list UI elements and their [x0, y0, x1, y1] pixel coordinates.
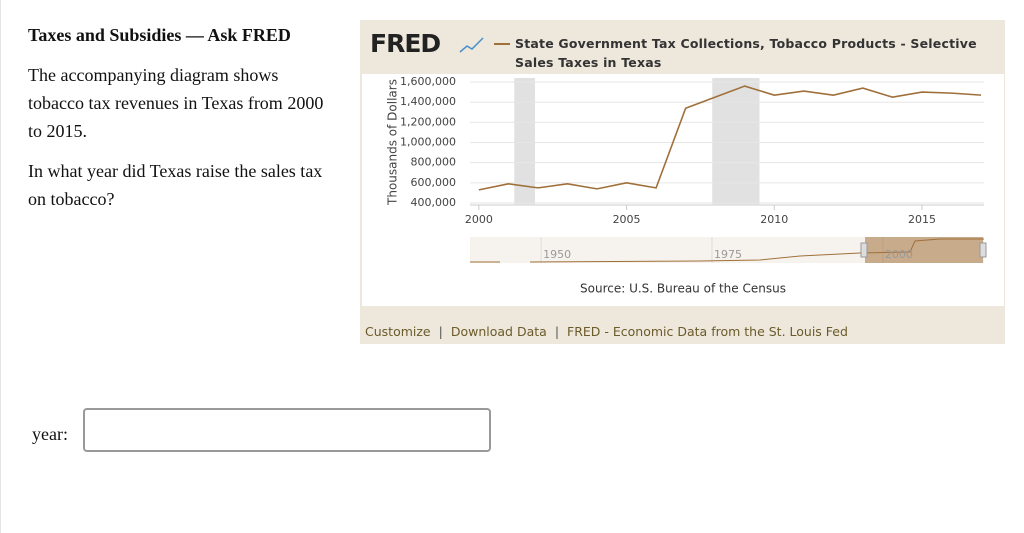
y-axis-label: Thousands of Dollars [386, 79, 400, 206]
x-tick-label: 2000 [465, 213, 493, 226]
chart-link[interactable]: Download Data [450, 324, 547, 339]
recession-band [514, 78, 535, 205]
x-tick-label: 2015 [908, 213, 936, 226]
y-tick-label: 800,000 [411, 156, 457, 169]
answer-label: year: [32, 424, 68, 444]
x-tick-label: 2010 [760, 213, 788, 226]
navigator-handle[interactable] [860, 242, 868, 258]
chart-link[interactable]: FRED - Economic Data from the St. Louis … [567, 324, 848, 339]
y-tick-label: 1,000,000 [400, 136, 456, 149]
link-separator: | [438, 324, 443, 339]
legend-entry: State Government Tax Collections, Tobacc… [515, 36, 977, 70]
question-title: Taxes and Subsidies — Ask FRED [28, 25, 291, 45]
chart-link[interactable]: Customize [365, 324, 431, 339]
navigator-handle[interactable] [979, 242, 987, 258]
recession-band [712, 78, 760, 205]
source: Source: U.S. Bureau of the Census [580, 282, 786, 296]
plot-panel [362, 74, 1004, 306]
logo: FRED [370, 29, 440, 58]
y-tick-label: 600,000 [411, 176, 457, 189]
y-tick-label: 1,400,000 [400, 95, 456, 108]
link-separator: | [554, 324, 560, 339]
question-text: The accompanying diagram shows tobacco t… [28, 65, 324, 141]
y-tick-label: 1,200,000 [400, 115, 456, 128]
links: Customize | Download Data | FRED - Economic … [361, 324, 852, 339]
x-tick-label: 2005 [613, 213, 641, 226]
navigator-tick-label: 1975 [714, 248, 742, 261]
logo-icon [459, 37, 484, 53]
question-prompt: In what year did Texas raise the sales t… [28, 161, 323, 209]
navigator-tick-label: 2000 [885, 248, 913, 261]
answer-input[interactable] [83, 408, 491, 452]
y-tick-label: 1,600,000 [400, 75, 456, 88]
series-line [478, 85, 982, 191]
frame-edge [0, 0, 1, 533]
navigator-tick-label: 1950 [543, 248, 571, 261]
y-tick-label: 400,000 [411, 196, 457, 209]
navigator-selection[interactable] [865, 237, 983, 263]
